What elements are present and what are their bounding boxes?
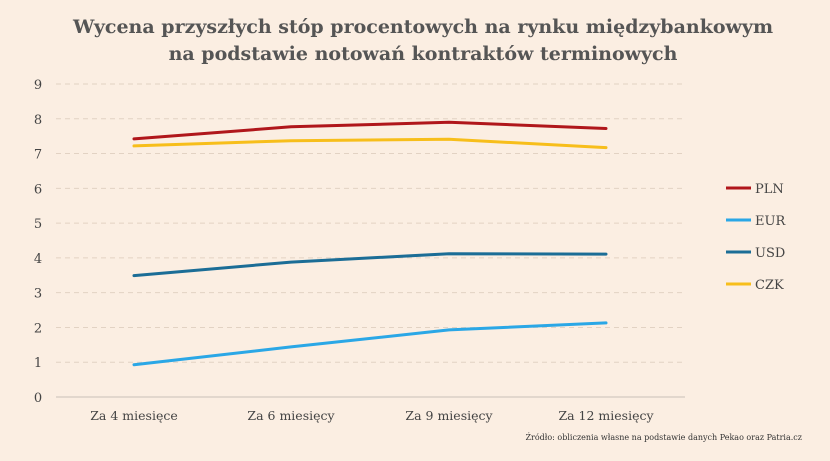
y-tick-label: 6 [34, 182, 42, 197]
chart-subtitle: na podstawie notowań kontraktów terminow… [168, 43, 678, 65]
y-tick-label: 5 [34, 217, 42, 232]
series-line-usd [132, 252, 608, 278]
x-tick-label: Za 6 miesięcy [247, 408, 335, 423]
series-line-czk [132, 137, 608, 150]
x-tick-label: Za 9 miesięcy [405, 408, 493, 423]
x-tick-label: Za 4 miesięce [90, 408, 178, 423]
y-tick-label: 9 [34, 78, 42, 93]
series-line-eur [132, 321, 608, 367]
source-note: Źródło: obliczenia własne na podstawie d… [525, 433, 802, 442]
y-tick-label: 3 [34, 287, 42, 302]
y-tick-label: 1 [34, 356, 42, 371]
legend-label-usd: USD [755, 246, 785, 261]
y-tick-label: 7 [34, 148, 42, 163]
y-tick-label: 4 [34, 252, 42, 267]
chart-title-block: Wycena przyszłych stóp procentowych na r… [0, 14, 830, 68]
y-tick-label: 8 [34, 113, 42, 128]
y-tick-label: 0 [34, 391, 42, 406]
legend-label-pln: PLN [755, 182, 784, 197]
legend-label-czk: CZK [755, 278, 784, 293]
legend-label-eur: EUR [755, 214, 786, 229]
y-tick-label: 2 [34, 321, 42, 336]
chart-title: Wycena przyszłych stóp procentowych na r… [72, 16, 774, 38]
series-line-pln [132, 120, 608, 141]
x-tick-label: Za 12 miesięcy [558, 408, 654, 423]
